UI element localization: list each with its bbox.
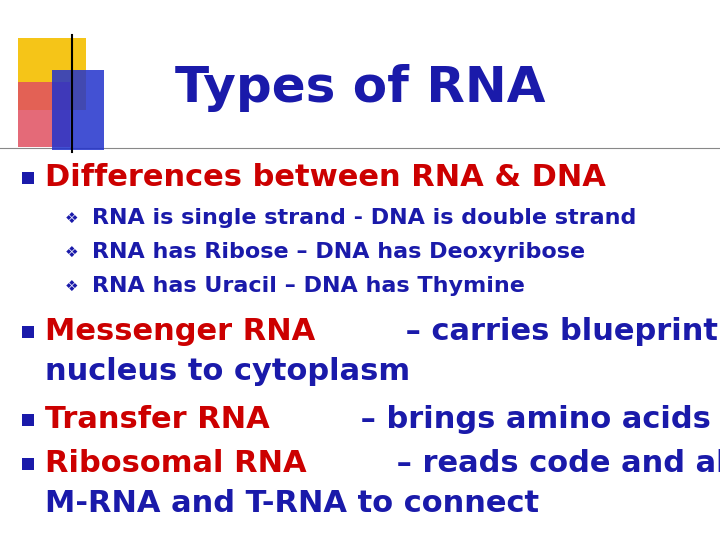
Text: – reads code and allows: – reads code and allows [387,449,720,478]
Text: RNA is single strand - DNA is double strand: RNA is single strand - DNA is double str… [92,208,636,228]
Bar [18,38,86,110]
Bar [22,172,34,184]
Text: Messenger RNA: Messenger RNA [45,318,315,347]
Bar [22,414,34,426]
Text: ❖: ❖ [66,279,78,294]
Text: M-RNA and T-RNA to connect: M-RNA and T-RNA to connect [45,489,539,518]
Text: Ribosomal RNA: Ribosomal RNA [45,449,307,478]
Text: nucleus to cytoplasm: nucleus to cytoplasm [45,357,410,387]
Text: ❖: ❖ [66,211,78,226]
Text: – carries blueprint from: – carries blueprint from [395,318,720,347]
Text: Transfer RNA: Transfer RNA [45,406,270,435]
Text: Types of RNA: Types of RNA [175,64,545,112]
Text: Differences between RNA & DNA: Differences between RNA & DNA [45,164,606,192]
Bar [22,326,34,338]
Bar [22,458,34,470]
Bar [52,70,104,150]
Text: – brings amino acids: – brings amino acids [350,406,711,435]
Text: ❖: ❖ [66,245,78,260]
Text: RNA has Ribose – DNA has Deoxyribose: RNA has Ribose – DNA has Deoxyribose [92,242,585,262]
Bar [18,82,70,147]
Text: RNA has Uracil – DNA has Thymine: RNA has Uracil – DNA has Thymine [92,276,525,296]
